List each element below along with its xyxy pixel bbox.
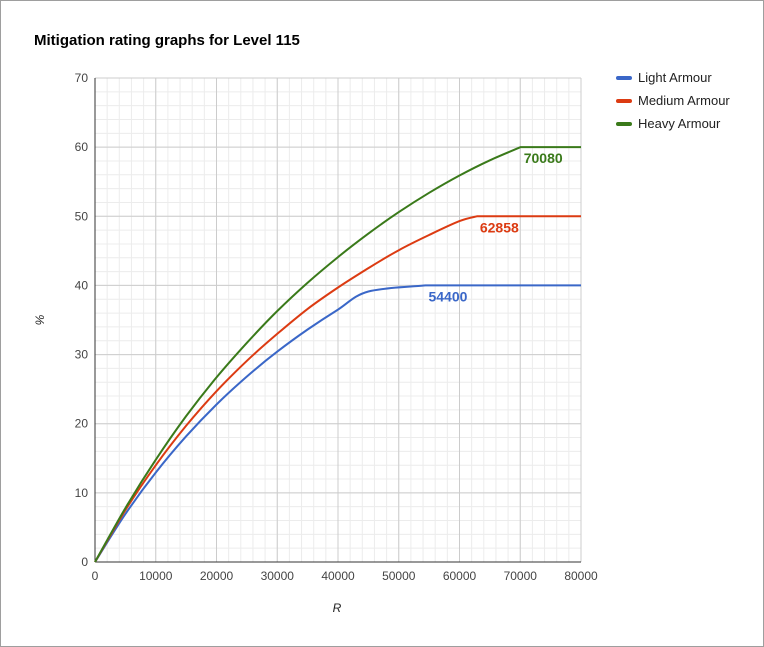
x-tick-label: 80000 — [564, 569, 598, 583]
x-tick-label: 50000 — [382, 569, 416, 583]
y-tick-label: 40 — [75, 278, 89, 292]
y-axis-title: % — [33, 314, 47, 325]
x-tick-label: 20000 — [200, 569, 234, 583]
x-tick-label: 30000 — [261, 569, 295, 583]
y-tick-label: 30 — [75, 348, 89, 362]
y-tick-label: 60 — [75, 140, 89, 154]
x-tick-label: 60000 — [443, 569, 477, 583]
legend-label-1: Light Armour — [638, 70, 712, 85]
y-tick-label: 0 — [81, 555, 88, 569]
y-tick-label: 20 — [75, 417, 89, 431]
cap-label-3: 70080 — [524, 150, 563, 166]
y-tick-label: 50 — [75, 209, 89, 223]
x-tick-label: 0 — [92, 569, 99, 583]
x-tick-label: 70000 — [504, 569, 538, 583]
x-axis-title: R — [333, 601, 342, 615]
series-line-3 — [94, 146, 581, 563]
cap-label-1: 54400 — [428, 288, 467, 304]
y-tick-label: 10 — [75, 486, 89, 500]
series-line-1 — [94, 284, 581, 563]
cap-label-2: 62858 — [480, 219, 519, 235]
x-tick-label: 40000 — [321, 569, 355, 583]
x-tick-label: 10000 — [139, 569, 173, 583]
y-tick-label: 70 — [75, 71, 89, 85]
series-line-2 — [94, 215, 581, 563]
chart-title: Mitigation rating graphs for Level 115 — [34, 32, 300, 49]
legend-label-2: Medium Armour — [638, 93, 730, 108]
legend-label-3: Heavy Armour — [638, 116, 721, 131]
